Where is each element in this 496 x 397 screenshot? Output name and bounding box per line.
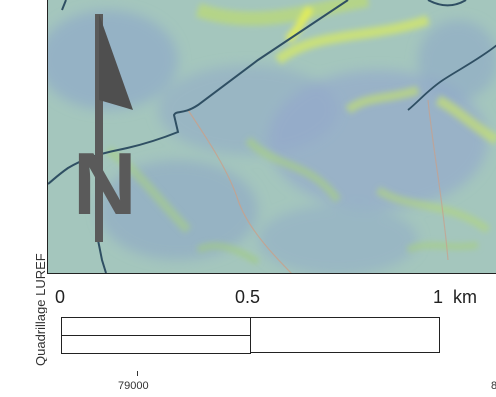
boundary-arc: [427, 0, 467, 7]
x-tick: [137, 371, 138, 376]
scale-seg-2: [250, 317, 440, 353]
road-line-2: [427, 99, 449, 261]
boundary-line: [48, 0, 349, 185]
north-arrow-icon: [95, 14, 133, 242]
scale-seg-1b: [61, 335, 251, 354]
terrain-green-ridges: [105, 0, 496, 266]
scale-unit: km: [453, 287, 477, 307]
boundary-line-2: [407, 44, 496, 111]
scale-bar-frame: [61, 317, 440, 354]
grid-strip: Quadrillage LUREF: [0, 0, 48, 397]
x-axis: 79000 8: [0, 371, 496, 397]
scale-label-half: 0.5: [235, 287, 261, 307]
grid-label: Quadrillage LUREF: [33, 253, 48, 366]
scale-seg-1a: [61, 317, 251, 336]
scale-label-0: 0: [55, 287, 66, 307]
scale-label-1: 1: [433, 287, 444, 307]
road-line: [187, 109, 299, 281]
x-tick-label-79000: 79000: [118, 380, 149, 392]
scale-bar: 0 0.5 1 km: [47, 273, 496, 372]
x-tick-label-next: 8: [491, 380, 496, 392]
north-arrow-letter: N: [73, 134, 137, 233]
boundary-line-3: [97, 239, 107, 274]
terrain-blue-patches: [48, 10, 496, 275]
